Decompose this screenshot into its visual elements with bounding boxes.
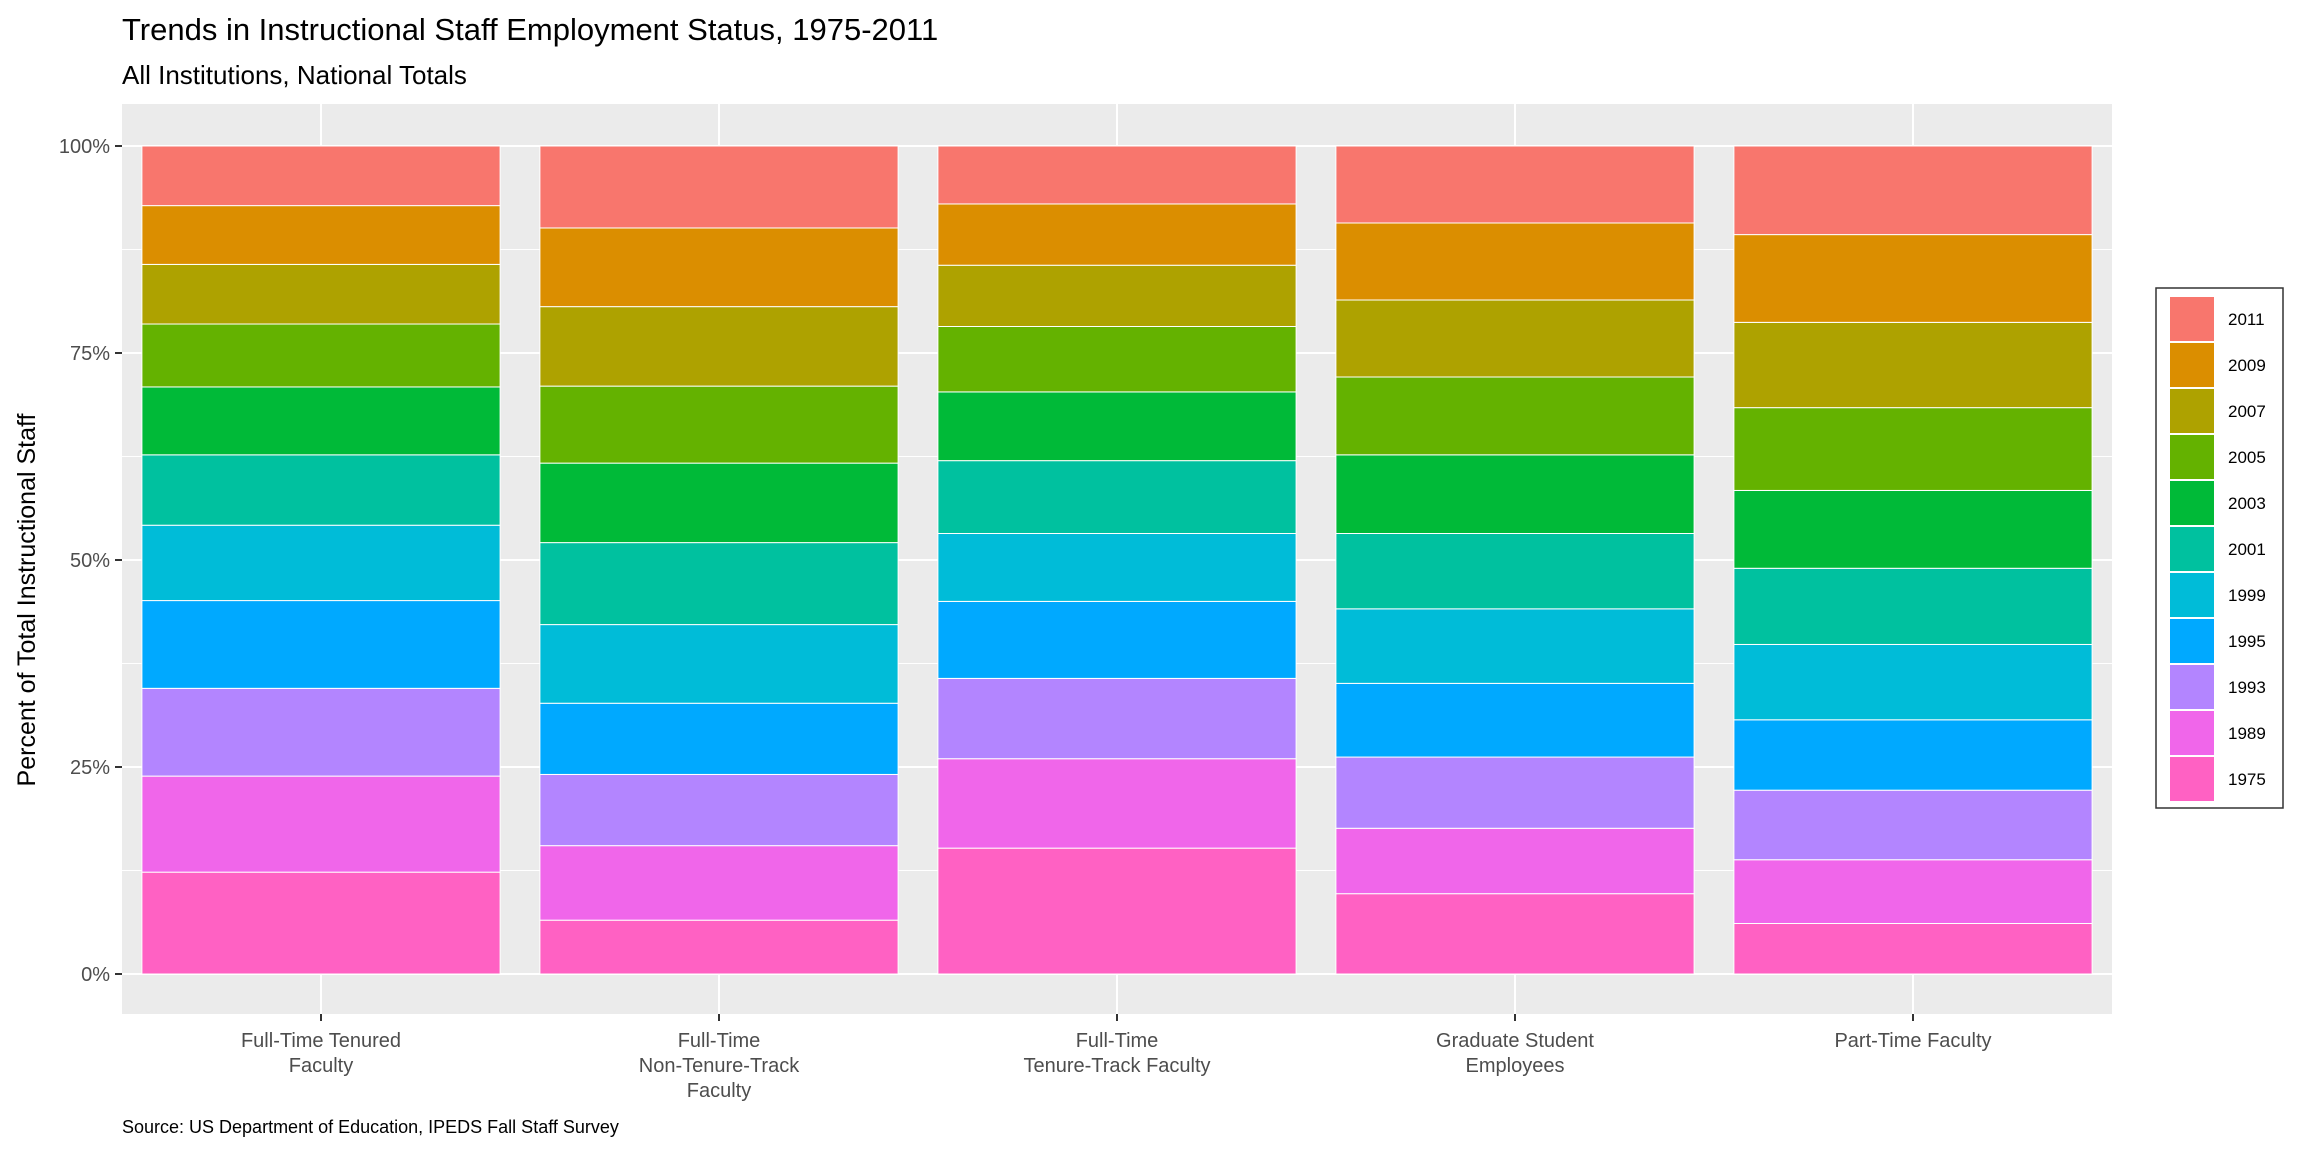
bar-segment-2001: [1335, 533, 1695, 610]
x-tick-label: Full-Time Tenure-Track Faculty: [1023, 1030, 1210, 1077]
bar-segment-2001: [937, 460, 1297, 535]
bar-segment-1995: [937, 600, 1297, 679]
legend-key-2005: [2170, 435, 2214, 479]
legend-label-2003: 2003: [2228, 494, 2266, 513]
bar-segment-2003: [539, 462, 899, 544]
bar-segment-1999: [141, 524, 501, 602]
bar-segment-2011: [1335, 145, 1695, 224]
bar-segment-1993: [141, 687, 501, 777]
bar-segment-2005: [937, 326, 1297, 393]
bar-segment-1989: [937, 758, 1297, 849]
y-tick-label: 25%: [70, 757, 110, 779]
legend-label-1993: 1993: [2228, 678, 2266, 697]
bar-segment-1989: [539, 845, 899, 921]
legend-key-2003: [2170, 481, 2214, 525]
bar-segment-1993: [1733, 789, 2093, 861]
bar-segment-2005: [539, 385, 899, 464]
bar-segment-2003: [141, 386, 501, 456]
legend-label-2011: 2011: [2228, 310, 2265, 329]
bar-segment-2009: [539, 227, 899, 308]
bar-segment-2007: [1335, 299, 1695, 378]
bar-segment-1993: [1335, 756, 1695, 829]
bar-segment-2011: [141, 145, 501, 207]
legend-key-1999: [2170, 573, 2214, 617]
legend-key-1995: [2170, 619, 2214, 663]
bar-segment-1993: [539, 773, 899, 847]
bar-segment-1993: [937, 677, 1297, 760]
bar-segment-2009: [1733, 234, 2093, 323]
bar-segment-2005: [141, 323, 501, 388]
legend-key-1975: [2170, 757, 2214, 801]
legend-label-1995: 1995: [2228, 632, 2266, 651]
bar-segment-2009: [141, 205, 501, 265]
chart-caption: Source: US Department of Education, IPED…: [122, 1117, 619, 1137]
x-tick-label: Full-Time Non-Tenure-Track Faculty: [639, 1030, 800, 1102]
legend-key-1989: [2170, 711, 2214, 755]
y-axis: 0% 25% 50% 75% 100%: [59, 136, 122, 986]
bar-segment-1995: [539, 702, 899, 775]
legend-label-1999: 1999: [2228, 586, 2266, 605]
bar-segment-1975: [1335, 893, 1695, 975]
bar-segment-2007: [1733, 321, 2093, 409]
bar-segment-1989: [141, 775, 501, 873]
bar-segment-2011: [1733, 145, 2093, 236]
y-axis-title: Percent of Total Instructional Staff: [13, 413, 41, 786]
bar-segment-2003: [937, 391, 1297, 462]
bar-segment-2005: [1335, 376, 1695, 456]
legend-label-2001: 2001: [2228, 540, 2266, 559]
y-tick-label: 75%: [70, 343, 110, 365]
legend-label-2005: 2005: [2228, 448, 2266, 467]
bar-segment-1975: [539, 919, 899, 975]
bar-segment-1975: [141, 871, 501, 975]
legend-key-2011: [2170, 297, 2214, 341]
legend-label-2009: 2009: [2228, 356, 2266, 375]
legend-key-1993: [2170, 665, 2214, 709]
legend-key-2009: [2170, 343, 2214, 387]
bar-segment-1995: [1733, 719, 2093, 791]
y-tick-label: 0%: [81, 964, 110, 986]
x-tick-label: Graduate Student Employees: [1436, 1030, 1594, 1077]
bar-segment-1999: [1733, 643, 2093, 721]
bar-segment-1989: [1733, 859, 2093, 924]
bar-segment-2007: [141, 263, 501, 325]
legend-label-2007: 2007: [2228, 402, 2266, 421]
bar-segment-2001: [539, 542, 899, 626]
bar-segment-2007: [937, 264, 1297, 328]
bar-segment-2003: [1733, 489, 2093, 569]
bar-segment-1999: [1335, 608, 1695, 684]
bar-segment-2003: [1335, 454, 1695, 535]
bar-segment-2011: [937, 145, 1297, 205]
bar-segment-1999: [539, 624, 899, 704]
bar-segment-1995: [141, 600, 501, 689]
x-tick-label: Full-Time Tenured Faculty: [241, 1030, 401, 1077]
bar-segment-1975: [937, 847, 1297, 975]
bar-segment-2011: [539, 145, 899, 229]
legend-label-1975: 1975: [2228, 770, 2266, 789]
legend-key-2001: [2170, 527, 2214, 571]
bar-segment-2005: [1733, 407, 2093, 491]
bar-segment-1975: [1733, 922, 2093, 975]
bar-segment-1999: [937, 533, 1297, 602]
bar-segment-1995: [1335, 682, 1695, 758]
legend-key-2007: [2170, 389, 2214, 433]
x-axis: Full-Time Tenured Faculty Full-Time Non-Ten…: [241, 1014, 1992, 1102]
y-tick-label: 50%: [70, 550, 110, 572]
bar-segment-2009: [1335, 222, 1695, 301]
chart-title: Trends in Instructional Staff Employment…: [122, 12, 938, 47]
legend-label-1989: 1989: [2228, 724, 2266, 743]
bar-segment-2007: [539, 306, 899, 387]
bar-segment-1989: [1335, 827, 1695, 895]
y-tick-label: 100%: [59, 136, 110, 158]
x-tick-label: Part-Time Faculty: [1834, 1030, 1991, 1052]
bar-segment-2001: [141, 454, 501, 526]
bar-segment-2009: [937, 203, 1297, 266]
bars: [141, 145, 2093, 975]
legend: 2011 2009 2007 2005 2003 2001 1999 1995 1993 1989…: [2155, 287, 2284, 809]
chart-subtitle: All Institutions, National Totals: [122, 60, 467, 90]
bar-segment-2001: [1733, 567, 2093, 645]
